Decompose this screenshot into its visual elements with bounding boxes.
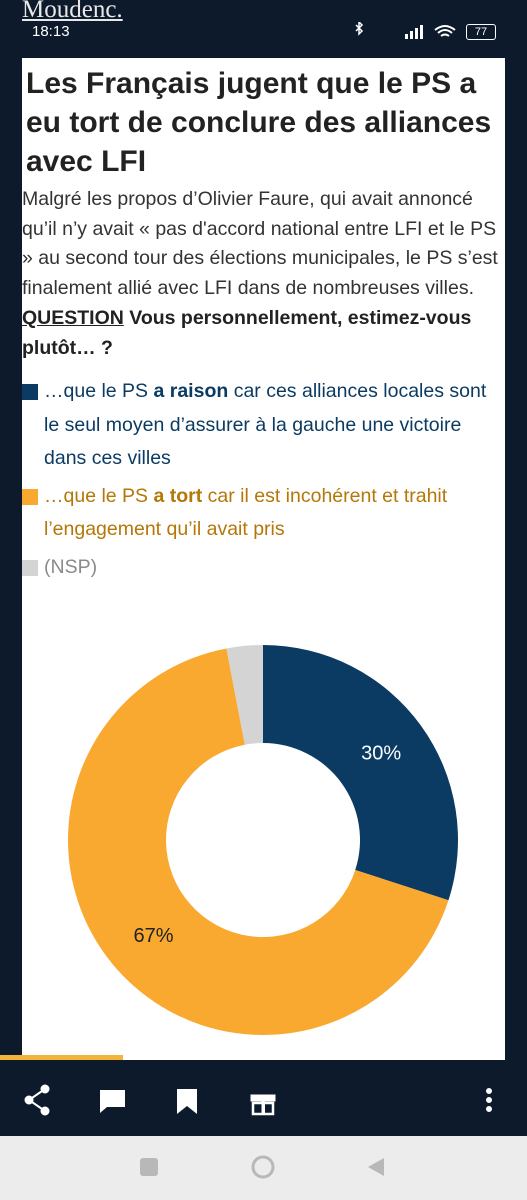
legend-item: …que le PS a tort car il est incohérent … [22, 480, 505, 547]
legend-text: …que le PS [44, 380, 154, 402]
legend: …que le PS a raison car ces alliances lo… [22, 375, 505, 584]
home-button[interactable] [251, 1155, 275, 1179]
legend-text: a tort [153, 484, 203, 507]
legend-text: a raison [153, 380, 229, 402]
back-button[interactable] [368, 1158, 384, 1176]
article-card: Les Français jugent que le PS a eu tort … [22, 58, 505, 1060]
status-bar: Moudenc. 18:13 77 [0, 0, 527, 48]
donut-segment [226, 645, 263, 745]
donut-segment [68, 648, 449, 1035]
more-button[interactable] [486, 1088, 492, 1112]
legend-text: (NSP) [44, 555, 98, 578]
legend-text: …que le PS [44, 484, 154, 507]
bookmark-button[interactable] [177, 1089, 197, 1114]
progress-bar [0, 1055, 123, 1060]
status-icons [355, 22, 456, 39]
clock: 18:13 [32, 23, 70, 40]
legend-text: car il est incohérent et trahit l’engage… [44, 484, 448, 541]
question: QUESTION Vous personnellement, estimez-v… [22, 303, 505, 363]
toolbar [24, 1084, 492, 1116]
donut-segment [263, 645, 458, 901]
overlay-text: Moudenc. [22, 0, 123, 23]
legend-item: (NSP) [22, 551, 505, 585]
legend-swatch [22, 559, 38, 576]
donut-chart: 30% 67% [68, 645, 458, 1035]
legend-item: …que le PS a raison car ces alliances lo… [22, 375, 505, 476]
legend-text: car ces alliances locales sont le seul m… [44, 380, 487, 469]
data-label: 67% [133, 925, 173, 947]
question-label: QUESTION [22, 307, 124, 329]
share-button[interactable] [24, 1084, 50, 1116]
recents-button[interactable] [140, 1158, 158, 1176]
legend-swatch [22, 488, 38, 505]
navigation-bar [0, 1136, 527, 1200]
comment-button[interactable] [100, 1090, 125, 1113]
question-text: Vous personnellement, estimez-vous plutô… [22, 307, 472, 359]
article-intro: Malgré les propos d’Olivier Faure, qui a… [22, 188, 498, 299]
data-label: 30% [361, 742, 401, 764]
battery: 77 [466, 24, 496, 40]
article-title: Les Français jugent que le PS a eu tort … [26, 67, 492, 178]
gift-button[interactable] [250, 1094, 276, 1116]
legend-swatch [22, 384, 38, 400]
